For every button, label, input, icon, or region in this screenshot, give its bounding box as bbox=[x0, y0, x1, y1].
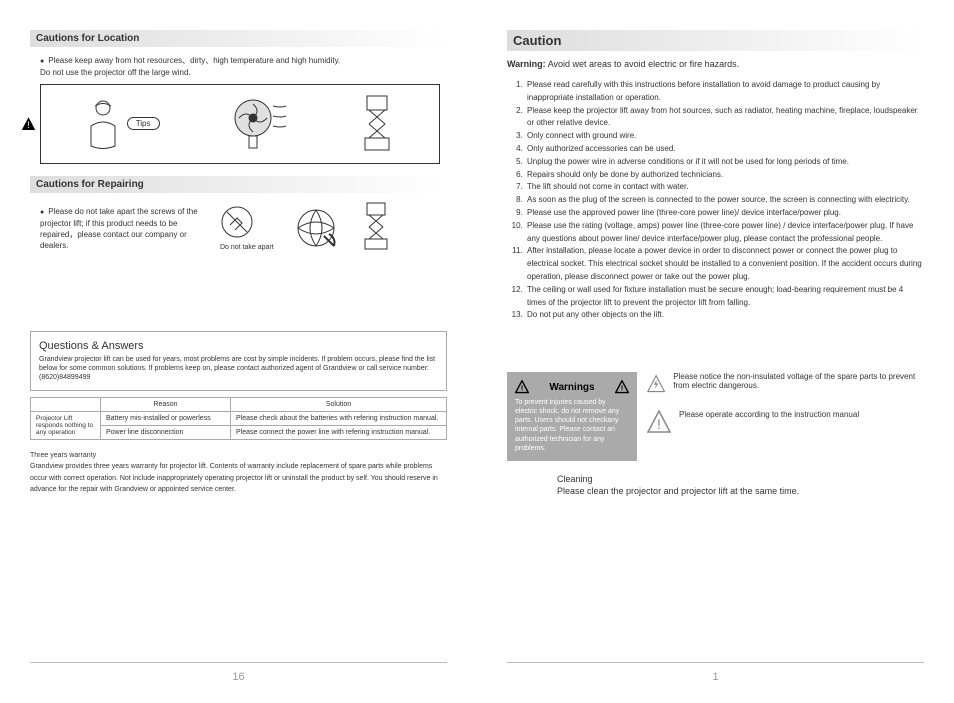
warning-text: Avoid wet areas to avoid electric or fir… bbox=[548, 59, 739, 69]
no-disassembly-icon bbox=[220, 205, 255, 240]
list-item: Please keep the projector lift away from… bbox=[525, 105, 924, 131]
page-left: Cautions for Location Please keep away f… bbox=[0, 0, 477, 703]
warning-label: Warning: bbox=[507, 59, 546, 69]
cleaning-block: Cleaning Please clean the projector and … bbox=[557, 473, 924, 498]
footer-line bbox=[507, 662, 924, 663]
warning-line: Warning: Avoid wet areas to avoid electr… bbox=[507, 59, 924, 69]
repair-row: Please do not take apart the screws of t… bbox=[40, 201, 447, 256]
location-text: Please keep away from hot resources、dirt… bbox=[40, 55, 447, 78]
svg-text:!: ! bbox=[621, 384, 624, 393]
no-disassembly-illust: Do not take apart bbox=[220, 205, 274, 251]
warning-triangle-icon: ! bbox=[21, 116, 36, 131]
section-location-header: Cautions for Location bbox=[30, 30, 447, 47]
td-solution: Please connect the power line with refer… bbox=[231, 426, 447, 440]
notice-text: Please operate according to the instruct… bbox=[679, 410, 859, 419]
list-item: Please use the approved power line (thre… bbox=[525, 207, 924, 220]
warranty-title: Three years warranty bbox=[30, 450, 447, 461]
svg-text:!: ! bbox=[521, 384, 524, 393]
td-solution: Please check about the batteries with re… bbox=[231, 412, 447, 426]
th-solution: Solution bbox=[231, 398, 447, 412]
list-item: Repairs should only be done by authorize… bbox=[525, 169, 924, 182]
caution-header: Caution bbox=[507, 30, 924, 51]
warranty-block: Three years warranty Grandview provides … bbox=[30, 450, 447, 495]
repair-text: Please do not take apart the screws of t… bbox=[40, 206, 200, 251]
illust-location: ! Tips bbox=[40, 84, 440, 164]
exclamation-triangle-icon: ! bbox=[647, 410, 671, 434]
table-row: Projector Lift responds nothing to any o… bbox=[31, 412, 447, 426]
notice-column: Please notice the non-insulated voltage … bbox=[647, 372, 924, 448]
qa-title: Questions & Answers bbox=[39, 340, 438, 352]
qa-intro: Grandview projector lift can be used for… bbox=[39, 355, 438, 382]
td-reason: Battery mis-installed or powerless bbox=[101, 412, 231, 426]
list-item: Only authorized accessories can be used. bbox=[525, 143, 924, 156]
page-number: 16 bbox=[232, 671, 244, 683]
list-item: The lift should not come in contact with… bbox=[525, 181, 924, 194]
qa-box: Questions & Answers Grandview projector … bbox=[30, 331, 447, 391]
list-item: The ceiling or wall used for fixture ins… bbox=[525, 284, 924, 310]
globe-wrench-icon bbox=[294, 206, 339, 251]
lightning-triangle-icon bbox=[647, 372, 665, 396]
tips-person-illust: Tips bbox=[83, 96, 160, 151]
warning-triangle-icon: ! bbox=[615, 380, 629, 394]
svg-text:!: ! bbox=[657, 416, 661, 432]
cleaning-text: Please clean the projector and projector… bbox=[557, 485, 924, 498]
dont-take-label: Do not take apart bbox=[220, 244, 274, 251]
fan-icon bbox=[231, 96, 286, 151]
footer-line bbox=[30, 662, 447, 663]
caution-list: Please read carefully with this instruct… bbox=[515, 79, 924, 322]
list-item: Only connect with ground wire. bbox=[525, 130, 924, 143]
page-right: Caution Warning: Avoid wet areas to avoi… bbox=[477, 0, 954, 703]
list-item: Please read carefully with this instruct… bbox=[525, 79, 924, 105]
th-empty bbox=[31, 398, 101, 412]
warnings-box-title: ! Warnings ! bbox=[515, 380, 629, 394]
lift-icon-small bbox=[359, 201, 394, 256]
list-item: Unplug the power wire in adverse conditi… bbox=[525, 156, 924, 169]
notice-text: Please notice the non-insulated voltage … bbox=[673, 372, 924, 390]
list-item: As soon as the plug of the screen is con… bbox=[525, 194, 924, 207]
th-reason: Reason bbox=[101, 398, 231, 412]
warnings-label: Warnings bbox=[549, 381, 594, 394]
notice-item: ! Please operate according to the instru… bbox=[647, 410, 924, 434]
warning-triangle-icon: ! bbox=[515, 380, 529, 394]
td-rowspan: Projector Lift responds nothing to any o… bbox=[31, 412, 101, 440]
warnings-box-text: To prevent injuries caused by electric s… bbox=[515, 398, 629, 453]
svg-text:!: ! bbox=[27, 120, 30, 130]
page-number: 1 bbox=[712, 671, 718, 683]
tips-bubble: Tips bbox=[127, 117, 160, 130]
notice-row: ! Warnings ! To prevent injuries caused … bbox=[507, 372, 924, 461]
list-item: Please use the rating (voltage, amps) po… bbox=[525, 220, 924, 246]
warranty-text: Grandview provides three years warranty … bbox=[30, 461, 447, 495]
list-item: Do not put any other objects on the lift… bbox=[525, 309, 924, 322]
lift-icon bbox=[357, 94, 397, 154]
cleaning-title: Cleaning bbox=[557, 473, 924, 486]
list-item: After installation, please locate a powe… bbox=[525, 245, 924, 283]
qa-table: Reason Solution Projector Lift responds … bbox=[30, 397, 447, 440]
table-header-row: Reason Solution bbox=[31, 398, 447, 412]
notice-item: Please notice the non-insulated voltage … bbox=[647, 372, 924, 396]
td-reason: Power line disconnection bbox=[101, 426, 231, 440]
warnings-box: ! Warnings ! To prevent injuries caused … bbox=[507, 372, 637, 461]
person-icon bbox=[83, 96, 123, 151]
section-repair-header: Cautions for Repairing bbox=[30, 176, 447, 193]
